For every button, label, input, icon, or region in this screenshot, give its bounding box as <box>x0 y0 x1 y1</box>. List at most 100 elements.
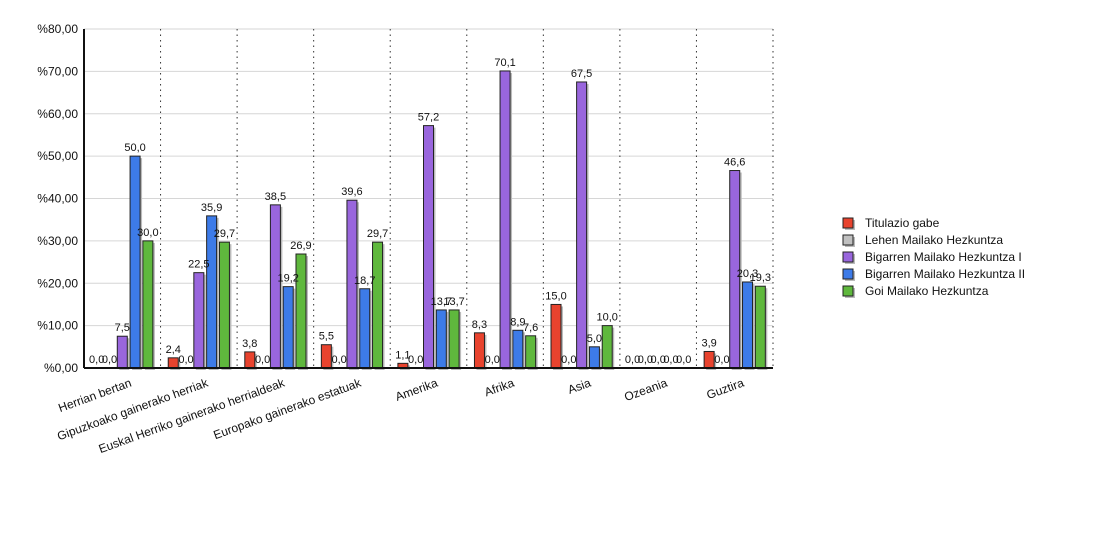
axes: %0,00 %10,00 %20,00 %30,00 %40,00 %50,00 %60,0… <box>37 22 773 456</box>
data-label: 0,0 <box>651 354 666 366</box>
y-tick-label: %50,00 <box>37 149 78 163</box>
data-label: 13,7 <box>443 296 464 308</box>
bar <box>167 357 179 369</box>
data-label: 0,0 <box>408 354 423 366</box>
data-label: 7,5 <box>115 322 130 334</box>
x-tick-label: Europako gainerako estatuak <box>211 375 363 442</box>
data-label: 0,0 <box>89 354 104 366</box>
data-label: 0,0 <box>255 354 270 366</box>
data-label: 67,5 <box>571 68 592 80</box>
data-label: 0,0 <box>485 354 500 366</box>
data-label: 0,0 <box>178 354 193 366</box>
y-tick-label: %20,00 <box>37 276 78 290</box>
data-label: 13,7 <box>431 296 452 308</box>
data-label: 5,0 <box>587 333 602 345</box>
data-label: 0,0 <box>676 354 691 366</box>
y-tick-label: %30,00 <box>37 234 78 248</box>
bar <box>550 303 562 369</box>
bar <box>754 285 766 369</box>
data-label: 22,5 <box>188 259 209 271</box>
bar <box>218 241 230 369</box>
data-label: 8,3 <box>472 319 487 331</box>
legend-swatch <box>842 217 854 229</box>
bar <box>576 81 588 369</box>
data-label: 50,0 <box>124 142 145 154</box>
legend-swatch <box>842 234 854 246</box>
data-label: 30,0 <box>137 227 158 239</box>
data-label: 35,9 <box>201 202 222 214</box>
data-label: 26,9 <box>290 240 311 252</box>
y-tick-label: %80,00 <box>37 22 78 36</box>
bar <box>525 335 537 369</box>
data-label: 3,8 <box>242 338 257 350</box>
bar <box>448 309 460 369</box>
legend-swatch <box>842 251 854 263</box>
data-label: 15,0 <box>545 290 566 302</box>
data-label: 29,7 <box>367 228 388 240</box>
category-separators <box>160 29 774 368</box>
data-labels: 0,00,07,550,030,02,40,022,535,929,73,80,… <box>89 57 771 366</box>
bar <box>116 335 128 369</box>
bar <box>129 155 141 369</box>
data-label: 10,0 <box>597 312 618 324</box>
bar <box>423 125 434 369</box>
data-label: 70,1 <box>494 57 515 69</box>
x-tick-label: Amerika <box>393 376 439 404</box>
y-tick-label: %40,00 <box>37 192 78 206</box>
data-label: 0,0 <box>625 354 640 366</box>
data-label: 39,6 <box>341 186 362 198</box>
data-label: 0,0 <box>638 354 653 366</box>
bar <box>244 351 256 369</box>
legend-label: Goi Mailako Hezkuntza <box>865 284 989 298</box>
bar <box>601 325 613 369</box>
data-label: 8,9 <box>510 316 525 328</box>
bar <box>282 286 294 369</box>
data-label: 19,3 <box>750 272 771 284</box>
data-label: 0,0 <box>561 354 576 366</box>
bar <box>193 272 205 369</box>
data-label: 0,0 <box>102 354 117 366</box>
data-label: 1,1 <box>395 349 410 361</box>
legend-swatch <box>842 285 854 297</box>
y-tick-label: %70,00 <box>37 64 78 78</box>
data-label: 0,0 <box>663 354 678 366</box>
bar <box>742 281 754 369</box>
x-tick-label: Guztira <box>705 376 746 402</box>
y-tick-label: %10,00 <box>37 319 78 333</box>
data-label: 38,5 <box>265 191 286 203</box>
x-tick-label: Afrika <box>482 376 516 400</box>
legend-swatch <box>842 268 854 280</box>
bar <box>359 288 371 369</box>
y-tick-label: %60,00 <box>37 107 78 121</box>
bar <box>499 70 511 369</box>
bar <box>269 204 281 369</box>
legend-label: Lehen Mailako Hezkuntza <box>865 233 1003 247</box>
bar <box>588 346 600 369</box>
data-label: 46,6 <box>724 157 745 169</box>
data-label: 2,4 <box>166 344 181 356</box>
bar <box>142 240 154 369</box>
data-label: 18,7 <box>354 275 375 287</box>
data-label: 20,3 <box>737 268 758 280</box>
data-label: 0,0 <box>331 354 346 366</box>
x-tick-label: Ozeania <box>622 376 669 405</box>
bar <box>372 241 384 369</box>
bar <box>512 329 524 369</box>
bar <box>703 350 715 369</box>
data-label: 3,9 <box>701 337 716 349</box>
bar <box>320 344 332 369</box>
data-label: 19,2 <box>277 273 298 285</box>
bar <box>473 332 485 369</box>
data-label: 0,0 <box>714 354 729 366</box>
bar <box>295 253 307 369</box>
legend-label: Bigarren Mailako Hezkuntza II <box>865 267 1025 281</box>
legend: Titulazio gabe Lehen Mailako Hezkuntza Big… <box>842 216 1025 298</box>
x-tick-label: Asia <box>566 376 593 397</box>
data-label: 5,5 <box>319 331 334 343</box>
y-tick-label: %0,00 <box>44 361 78 375</box>
legend-label: Titulazio gabe <box>865 216 940 230</box>
data-label: 29,7 <box>214 228 235 240</box>
data-label: 57,2 <box>418 112 439 124</box>
data-label: 7,6 <box>523 322 538 334</box>
